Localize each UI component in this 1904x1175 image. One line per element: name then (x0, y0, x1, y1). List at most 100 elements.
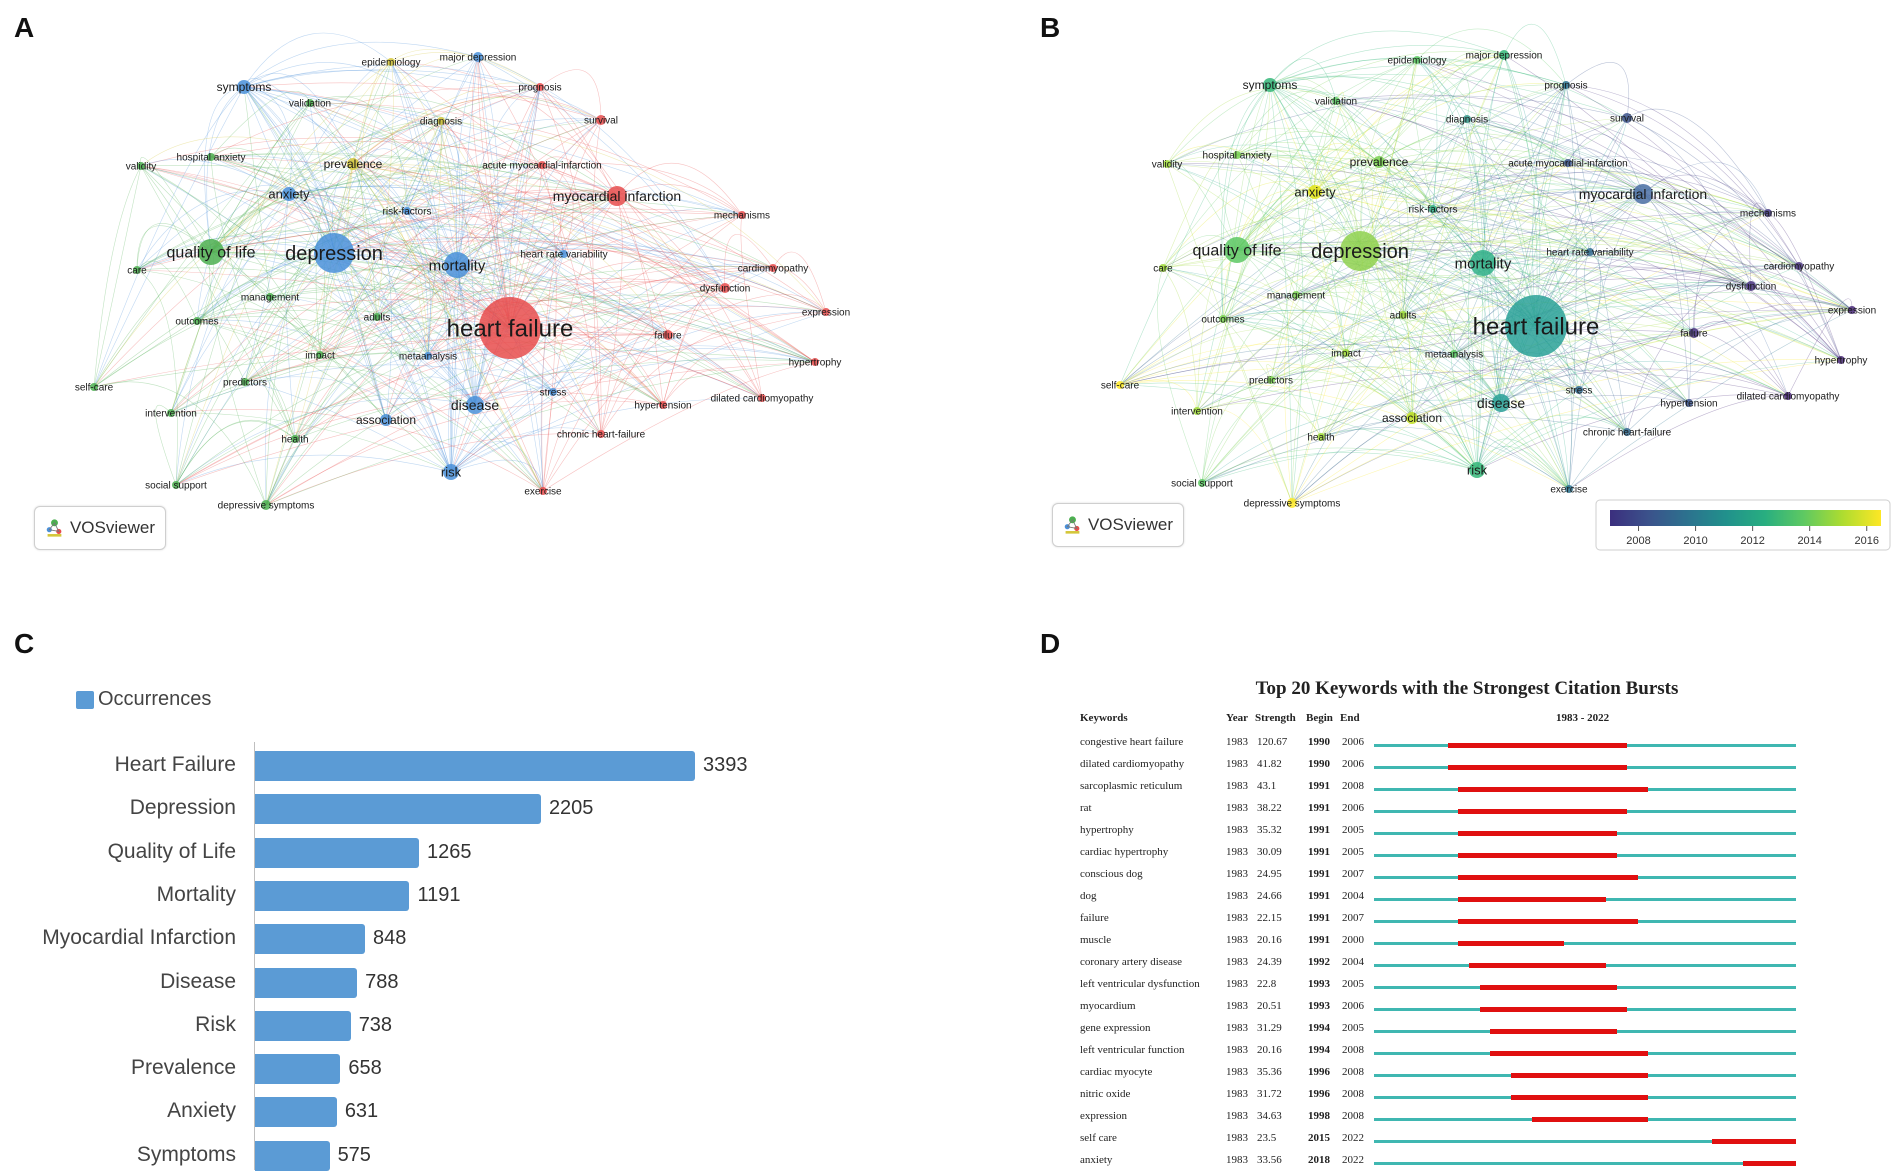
node-survival[interactable] (596, 115, 606, 125)
node-epidemiology[interactable] (387, 58, 395, 66)
node-management[interactable] (266, 293, 274, 301)
node-stress[interactable] (549, 388, 557, 396)
node-stress[interactable] (1575, 386, 1583, 394)
node-major-depression[interactable] (1499, 50, 1509, 60)
node-chronic-heart-failure[interactable] (597, 430, 605, 438)
node-disease[interactable] (466, 396, 484, 414)
node-self-care[interactable] (1116, 381, 1124, 389)
node-depressive-symptoms[interactable] (1287, 498, 1297, 508)
node-social-support[interactable] (1198, 479, 1206, 487)
node-myocardial-infarction[interactable] (607, 186, 627, 206)
node-predictors[interactable] (241, 378, 249, 386)
node-prevalence[interactable] (1373, 156, 1385, 168)
network-edge (288, 86, 541, 195)
node-diagnosis[interactable] (437, 117, 445, 125)
node-dysfunction[interactable] (720, 283, 730, 293)
node-risk-factors[interactable] (1429, 205, 1437, 213)
network-edge (1166, 163, 1478, 471)
node-acute-myocardial-infarction[interactable] (538, 161, 546, 169)
node-risk[interactable] (1469, 462, 1485, 478)
node-association[interactable] (380, 414, 392, 426)
node-metaanalysis[interactable] (424, 352, 432, 360)
node-expression[interactable] (1848, 306, 1856, 314)
row-end: 2008 (1342, 1044, 1364, 1056)
node-cardiomyopathy[interactable] (769, 264, 777, 272)
node-diagnosis[interactable] (1463, 115, 1471, 123)
node-anxiety[interactable] (1308, 185, 1322, 199)
node-metaanalysis[interactable] (1450, 350, 1458, 358)
node-self-care[interactable] (90, 383, 98, 391)
node-management[interactable] (1292, 291, 1300, 299)
node-survival[interactable] (1622, 113, 1632, 123)
node-outcomes[interactable] (193, 317, 201, 325)
node-exercise[interactable] (1565, 485, 1573, 493)
node-expression[interactable] (822, 308, 830, 316)
node-social-support[interactable] (172, 481, 180, 489)
node-hypertension[interactable] (659, 401, 667, 409)
node-symptoms[interactable] (237, 80, 251, 94)
node-validity[interactable] (1163, 160, 1171, 168)
node-cardiomyopathy[interactable] (1795, 262, 1803, 270)
node-impact[interactable] (1342, 349, 1350, 357)
node-association[interactable] (1406, 412, 1418, 424)
network-edge (352, 163, 664, 406)
node-hypertrophy[interactable] (811, 358, 819, 366)
node-prognosis[interactable] (1562, 81, 1570, 89)
node-label-management: management (1267, 291, 1326, 302)
node-label-symptoms: symptoms (217, 80, 272, 94)
node-dilated-cardiomyopathy[interactable] (758, 394, 766, 402)
node-validity[interactable] (137, 162, 145, 170)
node-depressive-symptoms[interactable] (261, 500, 271, 510)
node-outcomes[interactable] (1219, 315, 1227, 323)
node-hospital-anxiety[interactable] (1233, 151, 1241, 159)
node-dilated-cardiomyopathy[interactable] (1784, 392, 1792, 400)
node-validation[interactable] (306, 99, 314, 107)
node-quality-of-life[interactable] (198, 239, 224, 265)
node-intervention[interactable] (1193, 407, 1201, 415)
node-epidemiology[interactable] (1413, 56, 1421, 64)
node-prognosis[interactable] (536, 83, 544, 91)
node-failure[interactable] (663, 330, 673, 340)
node-mechanisms[interactable] (738, 211, 746, 219)
node-major-depression[interactable] (473, 52, 483, 62)
node-myocardial-infarction[interactable] (1633, 184, 1653, 204)
node-heart-rate-variability[interactable] (560, 250, 568, 258)
node-mortality[interactable] (444, 252, 470, 278)
node-risk[interactable] (443, 464, 459, 480)
node-predictors[interactable] (1267, 376, 1275, 384)
network-edge (243, 41, 479, 88)
node-dysfunction[interactable] (1746, 281, 1756, 291)
node-heart-failure[interactable] (1505, 295, 1567, 357)
node-prevalence[interactable] (347, 158, 359, 170)
node-exercise[interactable] (539, 487, 547, 495)
node-impact[interactable] (316, 351, 324, 359)
network-edge (1222, 275, 1404, 320)
node-intervention[interactable] (167, 409, 175, 417)
node-mortality[interactable] (1470, 250, 1496, 276)
node-quality-of-life[interactable] (1224, 237, 1250, 263)
network-edge (269, 296, 429, 357)
node-heart-failure[interactable] (479, 297, 541, 359)
node-disease[interactable] (1492, 394, 1510, 412)
node-symptoms[interactable] (1263, 78, 1277, 92)
node-chronic-heart-failure[interactable] (1623, 428, 1631, 436)
node-hypertension[interactable] (1685, 399, 1693, 407)
node-validation[interactable] (1332, 97, 1340, 105)
node-risk-factors[interactable] (403, 207, 411, 215)
node-care[interactable] (1159, 264, 1167, 272)
node-mechanisms[interactable] (1764, 209, 1772, 217)
network-edge (1402, 314, 1478, 471)
node-depression[interactable] (1340, 231, 1380, 271)
node-hypertrophy[interactable] (1837, 356, 1845, 364)
node-adults[interactable] (1399, 311, 1407, 319)
node-care[interactable] (133, 266, 141, 274)
node-adults[interactable] (373, 313, 381, 321)
node-hospital-anxiety[interactable] (207, 153, 215, 161)
node-health[interactable] (1317, 433, 1325, 441)
node-health[interactable] (291, 435, 299, 443)
node-acute-myocardial-infarction[interactable] (1564, 159, 1572, 167)
node-anxiety[interactable] (282, 187, 296, 201)
node-failure[interactable] (1689, 328, 1699, 338)
node-depression[interactable] (314, 233, 354, 273)
node-heart-rate-variability[interactable] (1586, 248, 1594, 256)
